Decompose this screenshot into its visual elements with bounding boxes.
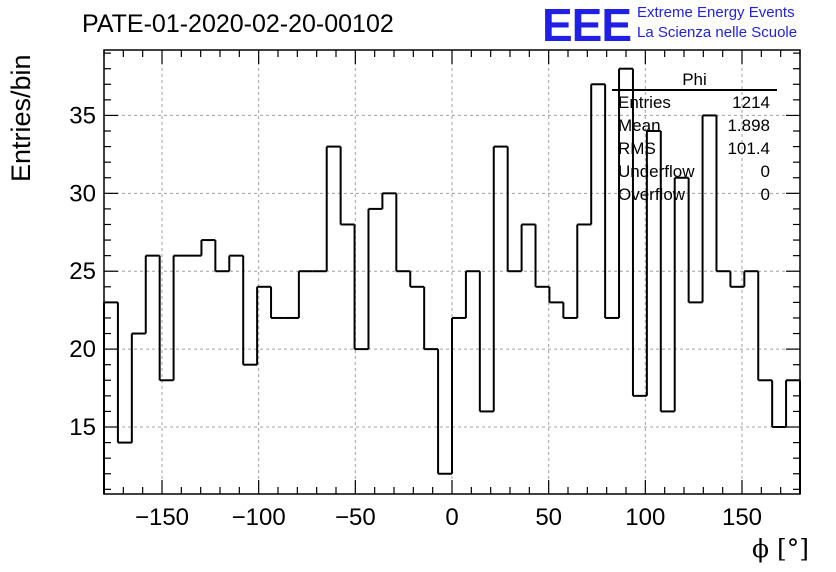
x-tick-label: 0 [445,504,458,531]
x-tick-label: −50 [335,504,376,531]
stats-row-underflow: Underflow 0 [618,162,770,184]
stats-key: Entries [618,93,671,112]
stats-value: 1214 [732,93,770,112]
eee-logo: EEE [542,0,632,51]
x-tick-label: 100 [625,504,665,531]
x-tick-label: −100 [232,504,286,531]
stats-value: 0 [760,162,770,181]
logo-subtitle-line2: La Scienza nelle Scuole [637,24,798,41]
stats-value: 101.4 [727,139,770,158]
y-tick-label: 35 [69,102,96,129]
stats-row-overflow: Overflow 0 [618,185,770,207]
x-tick-label: −150 [135,504,189,531]
x-tick-label: 150 [722,504,762,531]
tick-labels: −150 −100 −50 0 50 100 150 15 20 25 30 35 [69,102,762,531]
stats-box: Phi Entries 1214 Mean 1.898 RMS 101.4 Un… [612,70,777,204]
y-axis-label: Entries/bin [6,54,36,182]
stats-row-entries: Entries 1214 [618,93,770,115]
plot-title: PATE-01-2020-02-20-00102 [82,10,394,38]
x-tick-label: 50 [535,504,562,531]
y-tick-label: 15 [69,414,96,441]
logo-subtitle-line1: Extreme Energy Events [637,4,795,21]
histogram-series [103,67,801,494]
stats-divider [612,89,777,91]
stats-value: 0 [760,185,770,204]
stats-key: RMS [618,139,656,158]
stats-key: Overflow [618,185,686,204]
y-tick-label: 20 [69,336,96,363]
stats-key: Mean [618,116,661,135]
stats-key: Underflow [618,162,695,181]
y-tick-label: 30 [69,180,96,207]
axis-ticks [103,50,801,494]
x-axis-label: ϕ [°] [752,534,809,563]
stats-row-rms: RMS 101.4 [618,139,770,161]
plot-frame [103,49,801,495]
stats-value: 1.898 [727,116,770,135]
stats-row-mean: Mean 1.898 [618,116,770,138]
y-tick-label: 25 [69,258,96,285]
stats-title: Phi [682,70,707,89]
